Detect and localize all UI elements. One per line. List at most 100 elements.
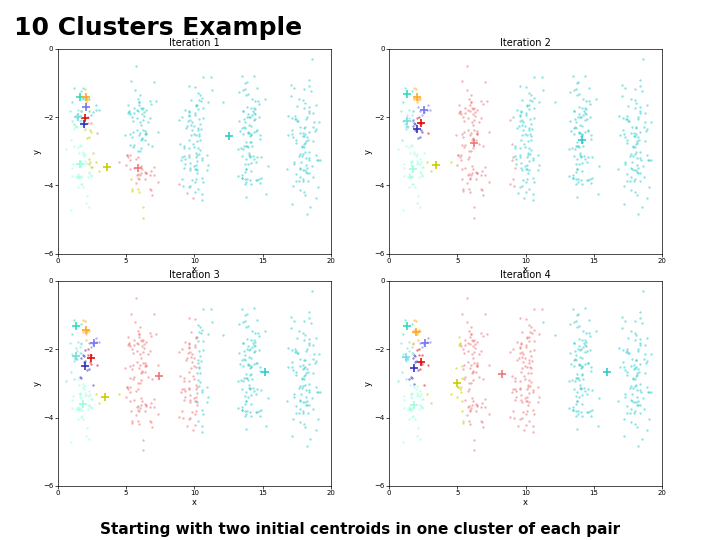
Point: [130, 85, 141, 94]
Point: [521, 131, 533, 139]
Point: [412, 96, 423, 104]
Point: [179, 152, 190, 161]
Point: [76, 106, 87, 115]
Point: [303, 335, 315, 343]
Point: [527, 406, 539, 415]
Point: [300, 362, 311, 371]
Point: [521, 334, 533, 342]
Point: [514, 151, 526, 160]
Point: [184, 107, 195, 116]
Point: [86, 128, 97, 137]
Point: [60, 145, 72, 153]
Point: [290, 114, 302, 123]
Point: [629, 175, 641, 184]
Point: [405, 390, 417, 399]
Point: [525, 382, 536, 390]
Point: [509, 164, 521, 172]
Point: [618, 199, 629, 208]
Point: [298, 85, 310, 93]
Point: [73, 170, 84, 179]
Point: [294, 172, 305, 181]
Point: [629, 166, 640, 174]
Point: [303, 386, 315, 394]
Point: [459, 109, 471, 117]
Point: [632, 113, 644, 122]
Point: [192, 356, 204, 364]
Point: [121, 151, 132, 159]
Point: [618, 414, 630, 423]
Point: [571, 369, 582, 378]
Point: [184, 396, 196, 404]
Point: [295, 389, 307, 398]
Point: [135, 336, 147, 345]
Point: [464, 333, 476, 341]
Point: [577, 111, 588, 119]
Point: [621, 347, 632, 356]
Point: [246, 159, 257, 167]
Point: [646, 388, 657, 396]
Point: [133, 187, 145, 196]
Point: [300, 423, 311, 432]
Point: [303, 76, 315, 84]
Point: [576, 361, 588, 370]
Point: [580, 109, 591, 117]
Point: [454, 339, 466, 347]
Point: [576, 354, 588, 362]
Point: [425, 167, 436, 176]
Point: [303, 109, 315, 118]
Point: [251, 126, 263, 135]
Point: [193, 347, 204, 355]
Point: [637, 287, 649, 295]
Point: [403, 415, 415, 424]
Point: [618, 358, 629, 367]
Point: [410, 85, 422, 93]
Point: [184, 183, 195, 191]
Point: [415, 364, 426, 373]
Point: [632, 168, 644, 177]
Point: [413, 133, 424, 142]
Point: [300, 115, 312, 124]
Point: [91, 333, 102, 342]
Point: [464, 187, 476, 196]
Point: [133, 420, 145, 428]
Point: [468, 116, 480, 124]
Point: [467, 337, 479, 346]
Point: [237, 318, 248, 326]
Point: [564, 145, 575, 153]
Point: [126, 187, 138, 195]
Point: [618, 362, 629, 371]
Point: [469, 336, 480, 345]
Point: [299, 123, 310, 132]
Point: [184, 391, 195, 400]
Point: [285, 313, 297, 322]
Point: [568, 107, 580, 116]
Y-axis label: y: y: [32, 381, 42, 386]
Point: [84, 125, 96, 134]
Point: [134, 329, 145, 338]
Point: [405, 140, 416, 149]
Point: [416, 171, 428, 179]
Point: [239, 411, 251, 420]
Point: [456, 151, 467, 159]
Point: [176, 407, 187, 415]
Point: [509, 144, 521, 153]
Point: [523, 398, 534, 407]
Point: [131, 155, 143, 164]
Point: [579, 339, 590, 347]
Point: [577, 159, 588, 167]
Point: [411, 389, 423, 397]
Point: [577, 370, 588, 379]
Point: [303, 147, 315, 156]
Point: [484, 360, 495, 369]
Point: [135, 121, 147, 130]
Point: [631, 166, 642, 174]
Point: [468, 126, 480, 135]
Point: [124, 342, 135, 350]
Point: [296, 143, 307, 152]
Point: [579, 348, 590, 356]
Point: [571, 192, 582, 201]
Point: [300, 347, 312, 356]
Point: [248, 360, 260, 369]
Point: [248, 154, 260, 163]
Point: [521, 175, 533, 184]
